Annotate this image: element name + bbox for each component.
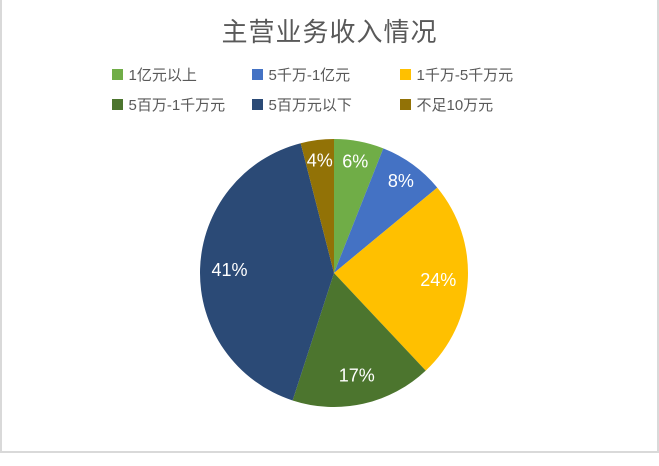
slice-data-label: 17% (339, 365, 375, 385)
legend-item[interactable]: 5千万-1亿元 (251, 64, 400, 85)
legend-row: 1亿元以上 5千万-1亿元 1千万-5千万元 (111, 64, 548, 85)
legend-label: 1亿元以上 (128, 67, 197, 84)
pie-slice[interactable] (200, 143, 334, 401)
pie-slice[interactable] (334, 148, 438, 273)
pie-slice[interactable] (334, 139, 384, 273)
legend-item[interactable]: 不足10万元 (399, 94, 548, 115)
legend-swatch-icon (251, 99, 263, 110)
legend-item[interactable]: 5百万-1千万元 (111, 94, 252, 115)
legend-label: 5百万-1千万元 (128, 97, 226, 114)
pie-slice[interactable] (300, 139, 334, 273)
chart-panel: 主营业务收入情况 1亿元以上 5千万-1亿元 1千万-5千万元 5百万-1千万元 5百万… (0, 0, 659, 453)
pie-slice[interactable] (292, 273, 426, 407)
legend-item[interactable]: 5百万元以下 (251, 94, 400, 115)
legend-row: 5百万-1千万元 5百万元以下 不足10万元 (111, 94, 548, 115)
legend-label: 5百万元以下 (268, 97, 352, 114)
legend-swatch-icon (251, 69, 263, 80)
slice-data-label: 4% (307, 150, 333, 170)
legend-swatch-icon (111, 99, 123, 110)
chart-title: 主营业务收入情况 (221, 17, 438, 47)
pie-slice[interactable] (334, 187, 468, 371)
slice-data-label: 6% (342, 151, 368, 171)
legend-item[interactable]: 1千万-5千万元 (399, 64, 548, 85)
slice-data-label: 24% (420, 270, 456, 290)
legend-swatch-icon (399, 69, 411, 80)
legend-label: 5千万-1亿元 (268, 67, 351, 84)
legend-swatch-icon (399, 99, 411, 110)
slice-data-label: 41% (211, 260, 247, 280)
legend-item[interactable]: 1亿元以上 (111, 64, 252, 85)
legend: 1亿元以上 5千万-1亿元 1千万-5千万元 5百万-1千万元 5百万元以下 不足10万元 (2, 64, 657, 115)
legend-label: 不足10万元 (416, 97, 494, 114)
legend-label: 1千万-5千万元 (416, 67, 514, 84)
legend-swatch-icon (111, 69, 123, 80)
slice-data-label: 8% (388, 171, 414, 191)
